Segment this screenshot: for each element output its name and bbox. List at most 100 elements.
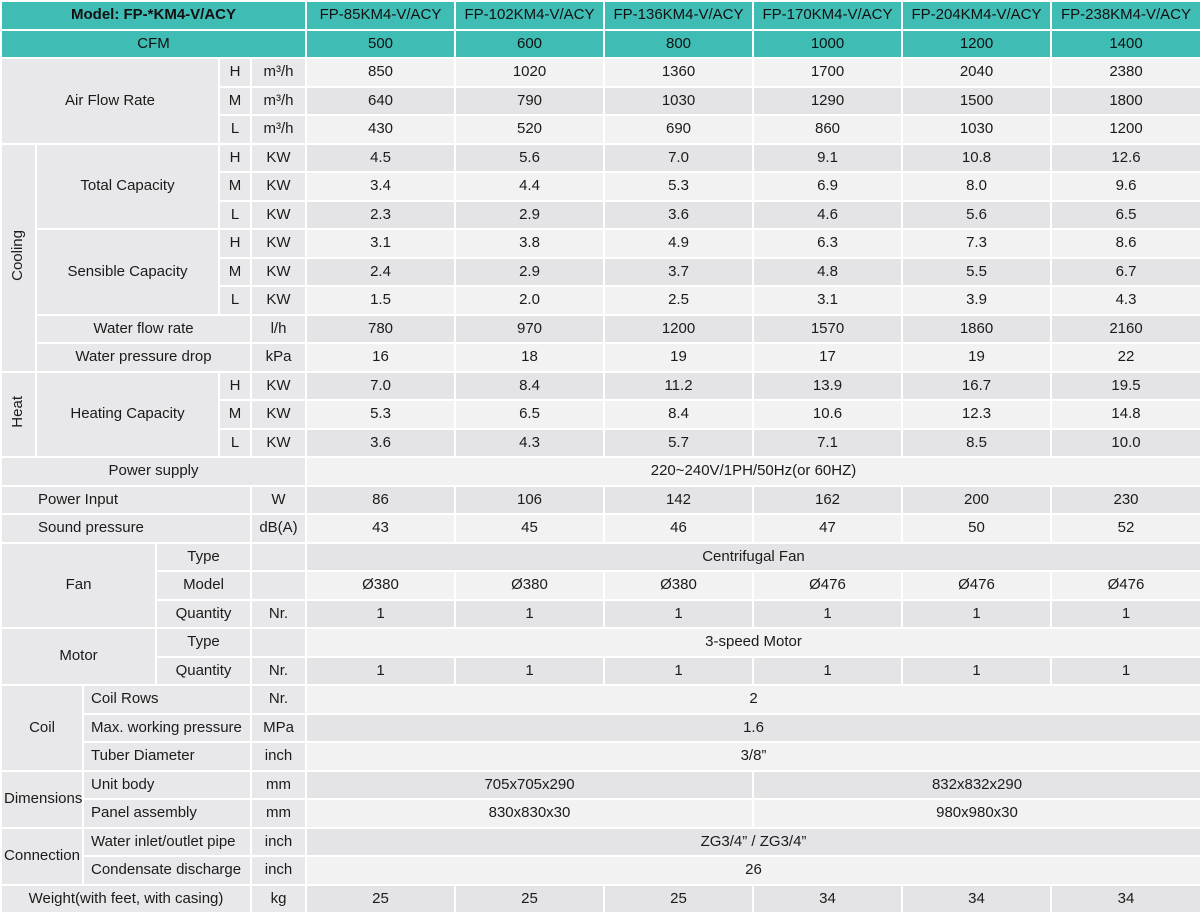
data-cell: 5.7 xyxy=(603,427,754,458)
speed-cell: M xyxy=(218,256,252,287)
data-cell: 7.3 xyxy=(901,228,1052,259)
header-row-cfm: CFM 500 600 800 1000 1200 1400 xyxy=(0,28,1200,59)
row-fan-quantity: Quantity Nr. 1 1 1 1 1 1 xyxy=(1,598,1200,629)
data-cell: Ø380 xyxy=(454,570,605,601)
data-cell: 5.3 xyxy=(603,171,754,202)
data-cell: 1 xyxy=(305,598,456,629)
speed-cell: H xyxy=(218,228,252,259)
row-label-water-flow: Water flow rate xyxy=(35,313,252,344)
row-fan-type: Fan Type Centrifugal Fan xyxy=(0,541,1200,629)
data-cell: 2.9 xyxy=(454,199,605,230)
group-label-heat: Heat xyxy=(0,370,37,458)
unit-cell: KW xyxy=(250,399,307,430)
data-cell-coil-rows: 2 xyxy=(305,684,1200,715)
data-cell-water-pipe: ZG3/4” / ZG3/4” xyxy=(305,826,1200,857)
group-label-connection: Connection xyxy=(0,826,84,886)
data-cell: 46 xyxy=(603,513,754,544)
row-label-fan-type: Type xyxy=(155,541,252,572)
row-coil-pressure: Max. working pressure MPa 1.6 xyxy=(1,712,1200,743)
row-label-airflow: Air Flow Rate xyxy=(0,57,220,145)
data-cell: 47 xyxy=(752,513,903,544)
data-cell: 6.5 xyxy=(454,399,605,430)
data-cell: 520 xyxy=(454,114,605,145)
data-cell: 7.0 xyxy=(305,370,456,401)
unit-cell: KW xyxy=(250,171,307,202)
unit-cell: KW xyxy=(250,142,307,173)
data-cell: 86 xyxy=(305,484,456,515)
unit-cell: m³/h xyxy=(250,57,307,88)
data-cell: 4.3 xyxy=(454,427,605,458)
unit-cell: kPa xyxy=(250,342,307,373)
data-cell: 1 xyxy=(603,598,754,629)
unit-cell: dB(A) xyxy=(250,513,307,544)
data-cell: 18 xyxy=(454,342,605,373)
unit-cell: l/h xyxy=(250,313,307,344)
data-cell: 8.0 xyxy=(901,171,1052,202)
data-cell-panel-large: 980x980x30 xyxy=(752,798,1200,829)
unit-cell: kg xyxy=(250,883,307,914)
row-power-supply: Power supply 220~240V/1PH/50Hz(or 60HZ) xyxy=(0,456,1200,487)
cfm-value: 600 xyxy=(454,28,605,59)
data-cell: 45 xyxy=(454,513,605,544)
data-cell-panel-small: 830x830x30 xyxy=(305,798,754,829)
data-cell: 4.3 xyxy=(1050,285,1200,316)
data-cell: 430 xyxy=(305,114,456,145)
data-cell: 52 xyxy=(1050,513,1200,544)
data-cell: 6.3 xyxy=(752,228,903,259)
data-cell: 1700 xyxy=(752,57,903,88)
data-cell: Ø380 xyxy=(305,570,456,601)
data-cell: Ø476 xyxy=(1050,570,1200,601)
column-header-model: FP-204KM4-V/ACY xyxy=(901,0,1052,31)
cooling-vertical-label: Cooling xyxy=(9,229,27,281)
row-label-power-supply: Power supply xyxy=(0,456,307,487)
data-cell: 14.8 xyxy=(1050,399,1200,430)
row-airflow-m: M m³/h 640 790 1030 1290 1500 1800 xyxy=(1,85,1200,116)
row-water-flow: Water flow rate l/h 780 970 1200 1570 18… xyxy=(1,313,1200,344)
data-cell: 19 xyxy=(603,342,754,373)
data-cell: 1 xyxy=(454,598,605,629)
speed-cell: L xyxy=(218,199,252,230)
speed-cell: H xyxy=(218,370,252,401)
data-cell: 8.4 xyxy=(603,399,754,430)
row-total-capacity-m: M KW 3.4 4.4 5.3 6.9 8.0 9.6 xyxy=(1,171,1200,202)
row-label-coil-pressure: Max. working pressure xyxy=(82,712,252,743)
unit-cell: inch xyxy=(250,741,307,772)
data-cell: 34 xyxy=(901,883,1052,914)
data-cell: 780 xyxy=(305,313,456,344)
unit-cell: inch xyxy=(250,826,307,857)
data-cell: 9.6 xyxy=(1050,171,1200,202)
column-header-model: FP-170KM4-V/ACY xyxy=(752,0,903,31)
data-cell: 19.5 xyxy=(1050,370,1200,401)
row-label-weight: Weight(with feet, with casing) xyxy=(0,883,252,914)
unit-cell: m³/h xyxy=(250,85,307,116)
data-cell: 25 xyxy=(603,883,754,914)
unit-cell: KW xyxy=(250,228,307,259)
data-cell: 16 xyxy=(305,342,456,373)
speed-cell: M xyxy=(218,85,252,116)
row-heating-m: M KW 5.3 6.5 8.4 10.6 12.3 14.8 xyxy=(1,399,1200,430)
data-cell: 12.3 xyxy=(901,399,1052,430)
data-cell: 34 xyxy=(1050,883,1200,914)
data-cell: 43 xyxy=(305,513,456,544)
data-cell: 970 xyxy=(454,313,605,344)
data-cell: 50 xyxy=(901,513,1052,544)
data-cell-condensate: 26 xyxy=(305,855,1200,886)
data-cell: 5.3 xyxy=(305,399,456,430)
data-cell: 3.7 xyxy=(603,256,754,287)
data-cell-power-supply: 220~240V/1PH/50Hz(or 60HZ) xyxy=(305,456,1200,487)
speed-cell: H xyxy=(218,57,252,88)
speed-cell: L xyxy=(218,285,252,316)
column-header-model: FP-102KM4-V/ACY xyxy=(454,0,605,31)
row-coil-tube: Tuber Diameter inch 3/8” xyxy=(1,741,1200,772)
data-cell: 4.6 xyxy=(752,199,903,230)
data-cell: 16.7 xyxy=(901,370,1052,401)
row-label-panel-assembly: Panel assembly xyxy=(82,798,252,829)
data-cell: 4.8 xyxy=(752,256,903,287)
speed-cell: L xyxy=(218,427,252,458)
unit-cell xyxy=(250,570,307,601)
unit-cell: Nr. xyxy=(250,684,307,715)
data-cell: 8.5 xyxy=(901,427,1052,458)
data-cell: 22 xyxy=(1050,342,1200,373)
row-heating-h: Heat Heating Capacity H KW 7.0 8.4 11.2 … xyxy=(0,370,1200,458)
group-label-coil: Coil xyxy=(0,684,84,772)
